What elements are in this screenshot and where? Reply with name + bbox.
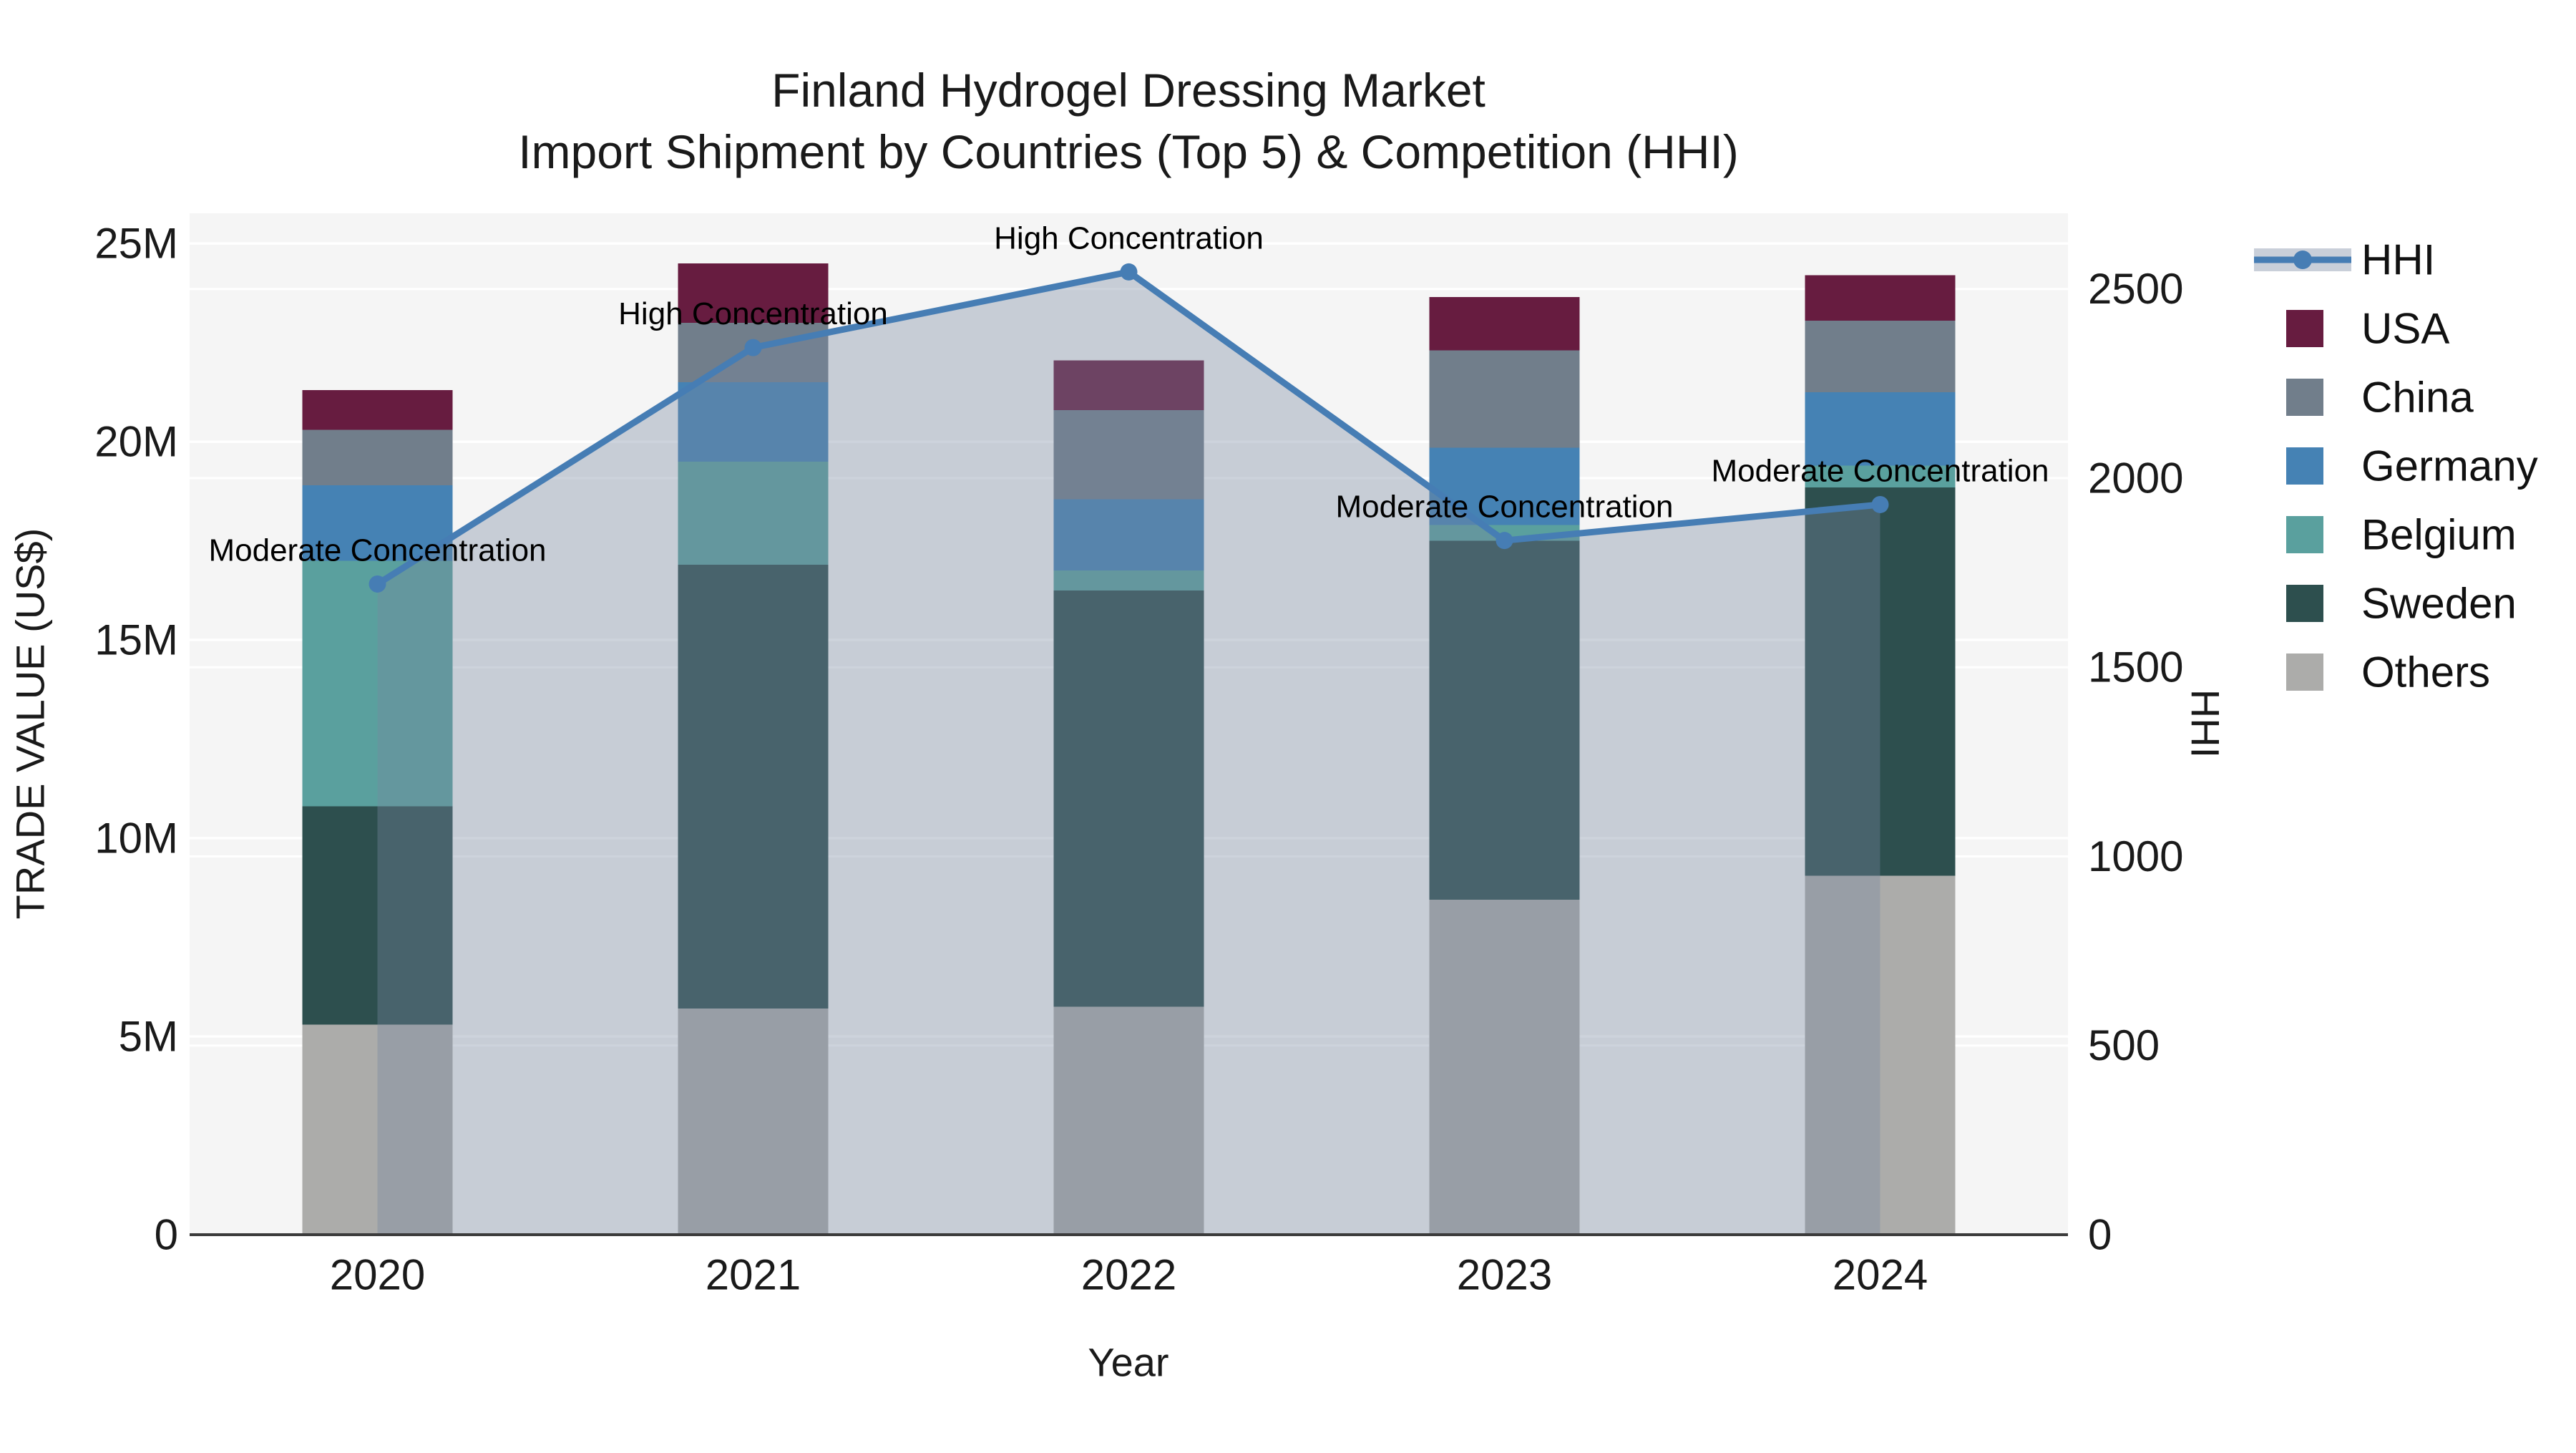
- y-tick-20M: 20M: [94, 418, 178, 466]
- bars-group: [302, 263, 1956, 1235]
- legend-label-sweden: Sweden: [2361, 580, 2517, 628]
- bar-segment-2021-germany[interactable]: [678, 382, 829, 462]
- legend-hhi-marker-swatch: [2293, 251, 2312, 269]
- legend-label-germany: Germany: [2361, 442, 2538, 490]
- bar-segment-2023-germany[interactable]: [1429, 447, 1580, 525]
- legend-swatch-sweden: [2286, 585, 2323, 622]
- hhi-marker-2021[interactable]: [744, 339, 762, 356]
- bar-segment-2024-usa[interactable]: [1805, 275, 1956, 321]
- legend-item-germany[interactable]: Germany: [2286, 442, 2538, 490]
- x-tick-2020: 2020: [330, 1251, 425, 1299]
- legend-label-usa: USA: [2361, 305, 2449, 353]
- hhi-markers: [369, 263, 1889, 593]
- y2-tick-0: 0: [2088, 1211, 2112, 1259]
- bar-segment-2024-china[interactable]: [1805, 321, 1956, 392]
- y2-axis-tick-labels: 0 500 1000 1500 2000 2500: [2088, 265, 2183, 1258]
- hhi-area-fill: [377, 271, 1880, 1235]
- legend-item-usa[interactable]: USA: [2286, 305, 2449, 353]
- y2-tick-2000: 2000: [2088, 454, 2183, 502]
- annotation-2020: Moderate Concentration: [208, 533, 546, 568]
- legend-label-others: Others: [2361, 648, 2490, 696]
- legend-label-belgium: Belgium: [2361, 511, 2517, 559]
- bar-segment-2020-belgium[interactable]: [302, 560, 453, 807]
- legend-item-sweden[interactable]: Sweden: [2286, 580, 2517, 628]
- bar-segment-2022-china[interactable]: [1053, 409, 1204, 500]
- annotation-2022: High Concentration: [994, 220, 1264, 256]
- bar-segment-2021-sweden[interactable]: [678, 564, 829, 1009]
- legend-swatch-germany: [2286, 447, 2323, 485]
- bar-segment-2022-belgium[interactable]: [1053, 570, 1204, 591]
- bar-segment-2024-belgium[interactable]: [1805, 465, 1956, 487]
- bar-segment-2023-sweden[interactable]: [1429, 540, 1580, 900]
- bar-segment-2023-usa[interactable]: [1429, 296, 1580, 351]
- annotation-2024: Moderate Concentration: [1711, 453, 2049, 488]
- bar-segment-2023-china[interactable]: [1429, 350, 1580, 448]
- bar-segment-2022-usa[interactable]: [1053, 360, 1204, 410]
- x-axis-title: Year: [1088, 1340, 1169, 1385]
- legend-label-china: China: [2361, 374, 2474, 422]
- y-tick-10M: 10M: [94, 815, 178, 862]
- y2-tick-500: 500: [2088, 1021, 2160, 1069]
- bar-segment-2020-usa[interactable]: [302, 390, 453, 430]
- annotation-2023: Moderate Concentration: [1335, 490, 1673, 525]
- bar-segment-2023-others[interactable]: [1429, 899, 1580, 1235]
- x-tick-2024: 2024: [1833, 1251, 1928, 1299]
- legend-swatch-china: [2286, 379, 2323, 416]
- bar-segment-2022-others[interactable]: [1053, 1006, 1204, 1235]
- x-tick-2022: 2022: [1081, 1251, 1176, 1299]
- bar-segment-2021-others[interactable]: [678, 1009, 829, 1235]
- bar-segment-2024-others[interactable]: [1805, 875, 1956, 1235]
- legend-swatch-others: [2286, 653, 2323, 691]
- legend: HHI USA China Germany Belgium Sweden Others: [2254, 236, 2538, 696]
- x-tick-2021: 2021: [706, 1251, 801, 1299]
- hhi-marker-2022[interactable]: [1120, 263, 1138, 281]
- bar-segment-2024-sweden[interactable]: [1805, 487, 1956, 876]
- x-tick-2023: 2023: [1457, 1251, 1552, 1299]
- legend-item-china[interactable]: China: [2286, 374, 2474, 422]
- legend-swatch-belgium: [2286, 516, 2323, 553]
- bar-segment-2021-usa[interactable]: [678, 263, 829, 323]
- hhi-marker-2024[interactable]: [1871, 495, 1889, 513]
- y-tick-15M: 15M: [94, 616, 178, 664]
- y-axis-tick-labels: 0 5M 10M 15M 20M 25M: [94, 220, 178, 1259]
- hhi-marker-2023[interactable]: [1496, 532, 1513, 550]
- hhi-annotations: Moderate Concentration High Concentration…: [208, 220, 2049, 568]
- legend-label-hhi: HHI: [2361, 236, 2435, 284]
- bar-segment-2020-sweden[interactable]: [302, 806, 453, 1025]
- y-tick-5M: 5M: [119, 1013, 178, 1061]
- chart-title: Finland Hydrogel Dressing Market: [771, 64, 1485, 117]
- bar-segment-2020-china[interactable]: [302, 429, 453, 486]
- y-tick-0: 0: [155, 1211, 178, 1259]
- legend-item-belgium[interactable]: Belgium: [2286, 511, 2517, 559]
- hhi-marker-2020[interactable]: [369, 575, 386, 593]
- legend-item-hhi[interactable]: HHI: [2254, 236, 2435, 284]
- bar-segment-2022-germany[interactable]: [1053, 499, 1204, 571]
- y2-tick-2500: 2500: [2088, 265, 2183, 313]
- legend-swatch-usa: [2286, 310, 2323, 347]
- bar-segment-2020-others[interactable]: [302, 1024, 453, 1235]
- bar-segment-2024-germany[interactable]: [1805, 392, 1956, 466]
- chart-subtitle: Import Shipment by Countries (Top 5) & C…: [518, 125, 1739, 178]
- legend-item-others[interactable]: Others: [2286, 648, 2490, 696]
- bar-segment-2020-germany[interactable]: [302, 485, 453, 561]
- y2-axis-title: HHI: [2183, 689, 2228, 758]
- y-axis-title: TRADE VALUE (US$): [8, 528, 53, 920]
- bar-segment-2021-belgium[interactable]: [678, 461, 829, 565]
- y2-tick-1500: 1500: [2088, 643, 2183, 691]
- x-axis-tick-labels: 2020 2021 2022 2023 2024: [330, 1251, 1928, 1299]
- annotation-2021: High Concentration: [618, 296, 888, 331]
- y-tick-25M: 25M: [94, 220, 178, 268]
- bar-segment-2022-sweden[interactable]: [1053, 590, 1204, 1007]
- y2-tick-1000: 1000: [2088, 832, 2183, 880]
